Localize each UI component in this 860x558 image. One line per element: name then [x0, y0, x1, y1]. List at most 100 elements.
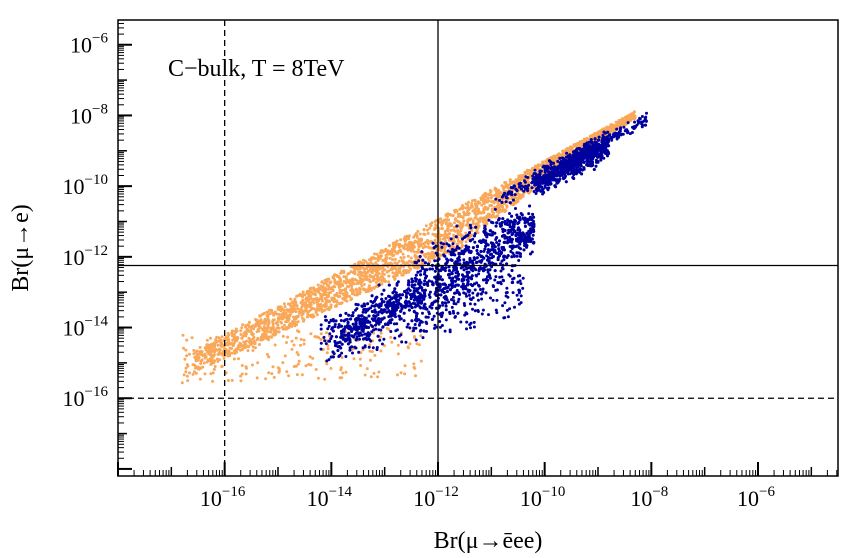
orange-point: [293, 321, 297, 325]
orange-point: [401, 273, 405, 277]
orange-point: [425, 240, 429, 244]
orange-point: [325, 331, 328, 335]
orange-point: [221, 353, 225, 357]
orange-point: [304, 364, 308, 368]
orange-point: [277, 312, 281, 316]
orange-point: [360, 284, 364, 288]
orange-point: [278, 305, 282, 309]
orange-point: [608, 125, 612, 129]
orange-point: [302, 338, 306, 342]
blue-point: [367, 314, 371, 318]
orange-point: [261, 312, 265, 316]
orange-point: [296, 362, 300, 366]
orange-point: [293, 324, 297, 328]
orange-point: [326, 347, 330, 351]
orange-point: [482, 197, 486, 201]
orange-point: [372, 256, 375, 260]
orange-point: [500, 205, 504, 209]
orange-point: [322, 287, 326, 291]
blue-point: [592, 168, 596, 171]
orange-point: [316, 303, 320, 307]
orange-point: [439, 253, 443, 257]
orange-point: [393, 245, 397, 249]
orange-point: [299, 343, 302, 347]
orange-point: [379, 254, 383, 258]
orange-point: [419, 334, 423, 338]
blue-point: [594, 164, 598, 168]
orange-point: [561, 149, 565, 153]
orange-point: [445, 218, 449, 222]
blue-point: [488, 268, 492, 272]
orange-point: [369, 267, 373, 271]
blue-point: [464, 292, 468, 296]
blue-point: [396, 280, 400, 284]
orange-point: [475, 228, 479, 232]
orange-point: [196, 353, 200, 357]
orange-point: [228, 346, 232, 350]
orange-point: [288, 322, 292, 326]
orange-point: [274, 321, 278, 325]
orange-point: [295, 294, 299, 298]
orange-point: [411, 241, 415, 245]
blue-point: [412, 329, 415, 333]
orange-point: [328, 334, 331, 338]
orange-point: [537, 167, 541, 171]
orange-point: [452, 225, 456, 229]
orange-point: [273, 343, 277, 347]
orange-point: [267, 338, 270, 342]
blue-point: [454, 235, 458, 239]
orange-point: [368, 349, 372, 353]
orange-point: [267, 355, 271, 359]
blue-point: [423, 279, 427, 283]
orange-point: [504, 209, 508, 212]
orange-point: [440, 220, 444, 224]
orange-point: [340, 269, 344, 273]
orange-point: [198, 345, 202, 349]
orange-point: [392, 253, 396, 257]
orange-point: [235, 336, 239, 340]
orange-point: [396, 352, 400, 356]
orange-point: [322, 282, 326, 286]
orange-point: [308, 287, 312, 291]
orange-point: [418, 232, 422, 236]
orange-point: [379, 331, 383, 335]
orange-point: [285, 315, 288, 319]
orange-point: [344, 275, 348, 279]
orange-point: [372, 286, 376, 290]
blue-point: [532, 241, 536, 245]
orange-point: [456, 228, 460, 232]
orange-point: [211, 379, 215, 383]
orange-point: [285, 320, 289, 324]
blue-point: [519, 247, 523, 251]
orange-point: [318, 292, 322, 296]
orange-point: [182, 373, 186, 377]
orange-point: [292, 365, 296, 368]
orange-point: [397, 266, 401, 270]
orange-point: [219, 338, 223, 342]
orange-point: [333, 285, 337, 289]
orange-point: [402, 260, 406, 264]
orange-point: [184, 370, 188, 374]
orange-point: [390, 340, 394, 344]
blue-point: [434, 251, 438, 255]
orange-point: [277, 370, 281, 374]
orange-point: [376, 375, 380, 379]
orange-point: [431, 254, 435, 258]
blue-point: [531, 212, 535, 216]
orange-point: [215, 335, 219, 339]
orange-point: [359, 364, 363, 367]
blue-point: [456, 257, 460, 261]
orange-point: [476, 231, 480, 235]
orange-point: [496, 201, 500, 205]
orange-point: [471, 222, 475, 226]
orange-point: [453, 210, 457, 214]
blue-point: [462, 261, 466, 265]
orange-point: [327, 300, 331, 304]
orange-point: [339, 302, 343, 306]
orange-point: [320, 310, 324, 314]
orange-point: [433, 226, 437, 230]
orange-point: [185, 338, 189, 342]
blue-point: [510, 269, 514, 272]
orange-point: [330, 286, 334, 289]
orange-point: [346, 272, 350, 276]
